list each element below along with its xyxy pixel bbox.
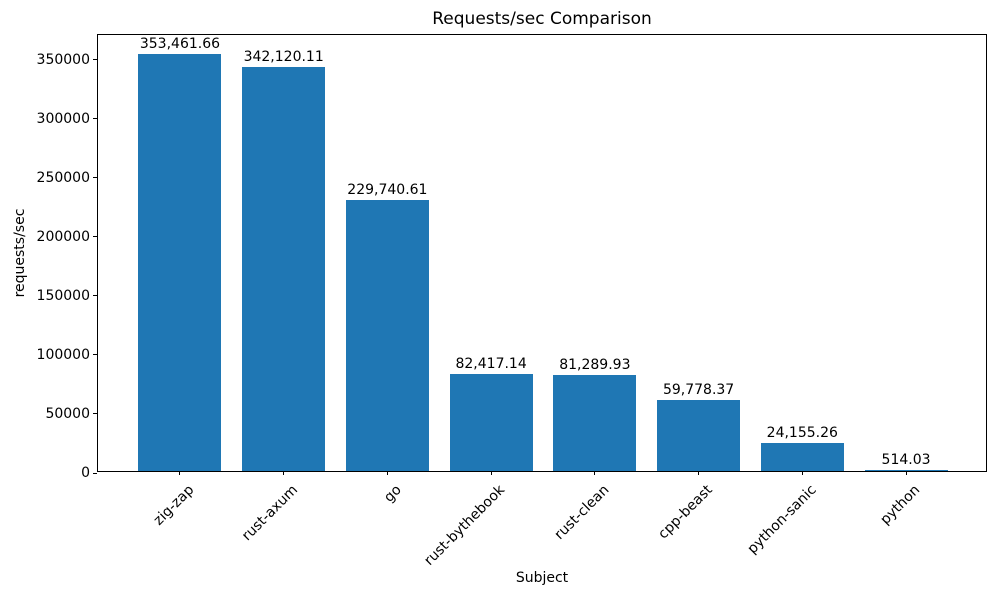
x-tick-mark	[179, 471, 181, 475]
y-tick-mark	[93, 472, 97, 474]
chart-title: Requests/sec Comparison	[432, 9, 652, 29]
y-tick-mark	[93, 354, 97, 356]
bar-value-label: 353,461.66	[139, 35, 221, 52]
bar-value-label: 229,740.61	[347, 181, 428, 198]
x-tick-label: go	[381, 482, 405, 506]
x-tick-label: cpp-beast	[655, 482, 716, 543]
y-tick-label: 250000	[36, 169, 90, 186]
bar-value-label: 81,289.93	[559, 357, 631, 374]
bar-value-label: 82,417.14	[455, 355, 527, 372]
bar	[242, 67, 326, 471]
y-tick-label: 350000	[36, 51, 90, 68]
x-tick-mark	[490, 471, 492, 475]
y-tick-mark	[93, 413, 97, 415]
bar-value-label: 24,155.26	[766, 424, 838, 441]
bar-value-label: 514.03	[881, 451, 931, 468]
y-tick-mark	[93, 177, 97, 179]
y-tick-mark	[93, 295, 97, 297]
y-tick-label: 300000	[36, 110, 90, 127]
bar	[138, 53, 222, 471]
y-tick-label: 200000	[36, 228, 90, 245]
y-tick-label: 100000	[36, 346, 90, 363]
bar	[553, 375, 637, 471]
x-tick-label: rust-clean	[551, 482, 613, 543]
x-tick-label: python-sanic	[744, 482, 820, 558]
y-tick-label: 150000	[36, 287, 90, 304]
bar	[864, 469, 948, 471]
y-axis-label: requests/sec	[12, 208, 28, 298]
bar	[657, 400, 741, 471]
bar-value-label: 342,120.11	[243, 49, 324, 66]
plot-area: 0 50000 100000 150000 200000 250000 300000 3500…	[37, 34, 987, 569]
x-tick-mark	[905, 471, 907, 475]
x-tick-mark	[801, 471, 803, 475]
bar	[760, 442, 844, 471]
x-tick-label: rust-axum	[238, 482, 301, 545]
y-tick-mark	[93, 236, 97, 238]
x-tick-label: rust-bythebook	[421, 482, 509, 569]
bar	[449, 373, 533, 471]
x-tick-mark	[698, 471, 700, 475]
x-tick-label: python	[877, 482, 924, 528]
x-tick-mark	[386, 471, 388, 475]
x-axis-label: Subject	[515, 570, 569, 586]
x-tick-mark	[283, 471, 285, 475]
y-tick-mark	[93, 59, 97, 61]
bar-value-label: 59,778.37	[662, 382, 735, 399]
y-tick-label: 0	[81, 465, 90, 481]
y-tick-mark	[93, 118, 97, 120]
x-tick-mark	[594, 471, 596, 475]
x-tick-label: zig-zap	[150, 482, 198, 529]
y-tick-label: 50000	[45, 405, 90, 422]
bar	[345, 199, 429, 471]
